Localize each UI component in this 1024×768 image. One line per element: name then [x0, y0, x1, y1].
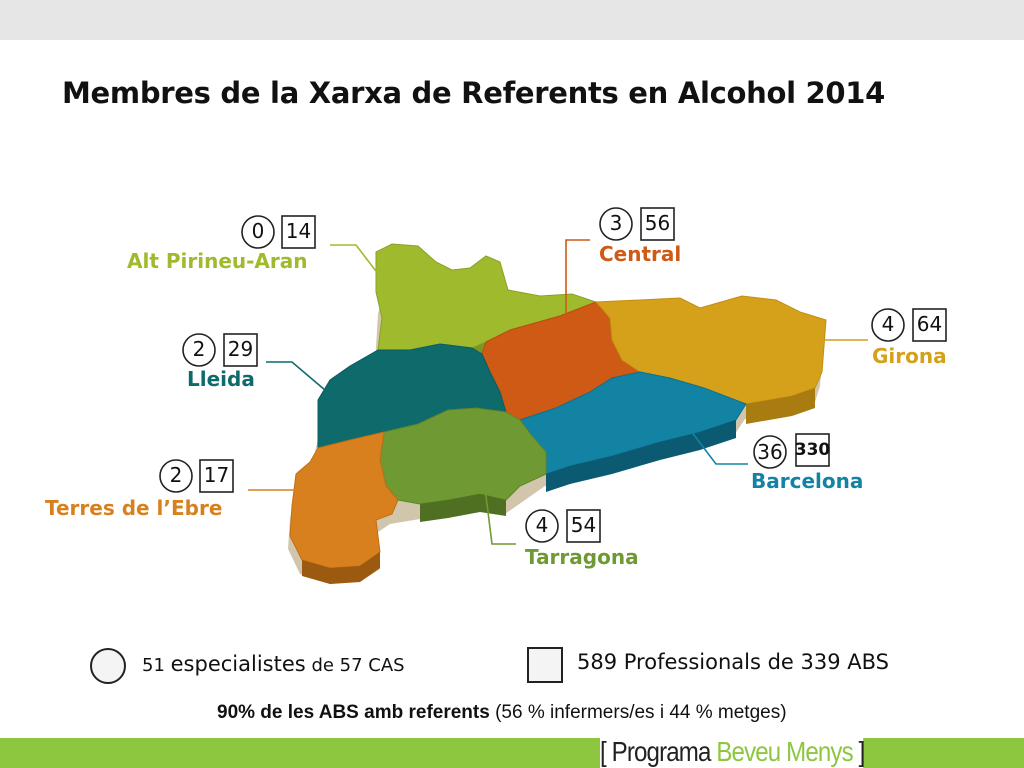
region-label-terres-ebre: Terres de l’Ebre: [45, 496, 223, 520]
region-label-alt-pirineu-aran: Alt Pirineu-Aran: [127, 249, 308, 273]
alt-pirineu-specialists: 0: [251, 219, 265, 243]
legend-professionals: 589 Professionals de 339 ABS: [577, 650, 889, 674]
brand-close: ]: [858, 736, 866, 767]
region-label-barcelona: Barcelona: [751, 469, 864, 493]
lleida-specialists: 2: [192, 337, 206, 361]
region-label-central: Central: [599, 242, 682, 266]
girona-professionals: 64: [916, 312, 943, 336]
central-professionals: 56: [644, 211, 671, 235]
central-specialists: 3: [609, 211, 623, 235]
tarragona-specialists: 4: [535, 513, 549, 537]
brand-open: [ Programa: [600, 736, 711, 767]
slide-title: Membres de la Xarxa de Referents en Alco…: [62, 76, 886, 110]
top-bar: [0, 0, 1024, 40]
legend-specialists-label: especialistes: [170, 652, 306, 676]
barcelona-professionals: 330: [794, 440, 831, 460]
leader-lines: [248, 239, 868, 545]
region-label-tarragona: Tarragona: [525, 545, 639, 569]
program-brand: [ Programa Beveu Menys ]: [600, 736, 866, 768]
terres-ebre-specialists: 2: [169, 463, 183, 487]
region-label-girona: Girona: [872, 344, 947, 368]
region-label-lleida: Lleida: [187, 367, 255, 391]
summary-line: 90% de les ABS amb referents (56 % infer…: [217, 702, 787, 724]
brand-accent: Beveu Menys: [716, 736, 853, 767]
alt-pirineu-professionals: 14: [285, 219, 312, 243]
barcelona-specialists: 36: [757, 440, 783, 464]
legend-specialists: 51 especialistes de 57 CAS: [142, 652, 405, 676]
count-markers: [159, 207, 947, 543]
legend-specialists-count: 51: [142, 655, 165, 676]
tarragona-professionals: 54: [570, 513, 597, 537]
legend-square-icon: [527, 647, 563, 683]
summary-bold: 90% de les ABS amb referents: [217, 702, 490, 723]
lleida-professionals: 29: [227, 337, 254, 361]
summary-rest: (56 % infermers/es i 44 % metges): [495, 702, 787, 723]
legend-circle-icon: [90, 648, 126, 684]
girona-specialists: 4: [881, 312, 895, 336]
terres-ebre-professionals: 17: [203, 463, 230, 487]
legend-specialists-suffix: de 57 CAS: [311, 655, 405, 676]
bottom-bar: [0, 738, 1024, 768]
